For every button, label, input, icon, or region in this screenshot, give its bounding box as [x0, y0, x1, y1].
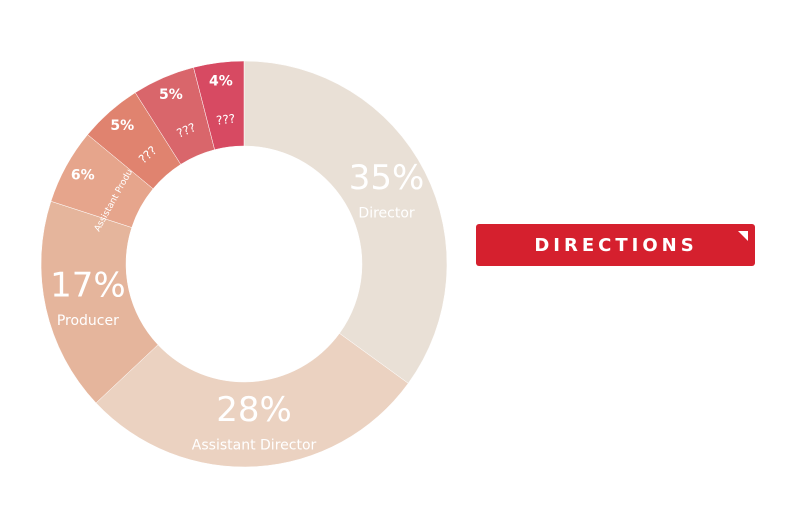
value-label: 5% — [159, 87, 183, 103]
value-label: 6% — [71, 167, 95, 183]
button-corner — [738, 231, 748, 241]
button-background[interactable] — [476, 224, 755, 266]
category-label: Assistant Director — [192, 438, 317, 454]
button-label[interactable]: DIRECTIONS — [534, 235, 697, 256]
value-label: 17% — [50, 265, 126, 305]
value-label: 35% — [349, 158, 425, 198]
value-label: 28% — [216, 390, 292, 430]
category-label: Producer — [57, 313, 119, 329]
value-label: 5% — [110, 118, 134, 134]
donut-segment — [40, 200, 159, 404]
donut-segment — [193, 60, 245, 151]
value-label: 4% — [209, 73, 233, 89]
category-label: Director — [358, 205, 414, 221]
donut-segment — [95, 333, 409, 468]
directions-button[interactable]: DIRECTIONS — [476, 224, 755, 266]
category-label: ??? — [175, 120, 198, 140]
donut-segment — [243, 60, 448, 384]
category-label: ??? — [215, 112, 236, 128]
